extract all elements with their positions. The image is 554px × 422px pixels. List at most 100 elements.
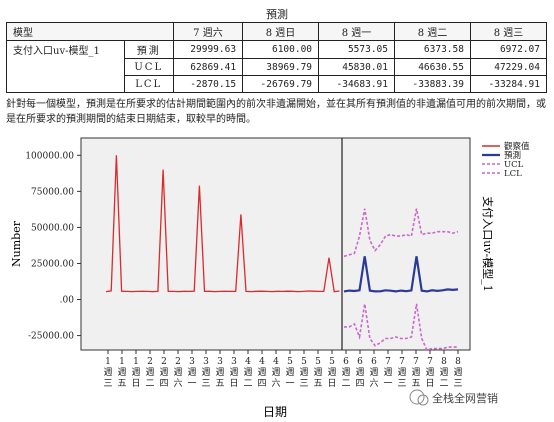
x-tick-label: 2 <box>161 357 167 367</box>
x-tick-label: 週 <box>271 367 280 378</box>
ucl-series-line <box>343 208 459 258</box>
stat-cell: UCL <box>123 58 174 76</box>
x-tick-label: 2 <box>147 357 153 367</box>
watermark-text: 全栈全网营销 <box>432 391 498 405</box>
x-tick-label: 三 <box>397 379 406 389</box>
value-cell: -26769.79 <box>242 75 320 93</box>
x-tick-label: 週 <box>341 367 350 378</box>
x-tick-label: 日 <box>229 378 238 389</box>
x-tick-label: 1 <box>133 357 139 367</box>
x-tick-label: 二 <box>341 379 350 389</box>
x-tick-label: 二 <box>439 379 448 389</box>
x-tick-label: 一 <box>187 379 196 389</box>
plot-area <box>80 137 471 351</box>
model-header: 模型 <box>6 22 174 41</box>
value-cell: 62869.41 <box>172 58 244 76</box>
x-tick-label: 四 <box>257 379 266 389</box>
x-tick-label: 週 <box>355 367 364 378</box>
x-tick-label: 五 <box>215 379 224 389</box>
y-tick-label: 75000.00 <box>31 187 74 197</box>
x-tick-label: 4 <box>273 357 279 367</box>
legend-label: 觀察值 <box>504 141 530 152</box>
x-tick-label: 1 <box>119 357 125 367</box>
x-tick-label: 週 <box>439 367 448 378</box>
x-tick-label: 週 <box>313 367 322 378</box>
y-tick-label: .00 <box>60 296 75 306</box>
footnote: 針對每一個模型，預測是在所要求的估計期間範圍內的前次非遺漏開始，並在其所有預測值… <box>6 99 546 125</box>
value-cell: -33284.91 <box>469 75 548 93</box>
model-name-cell: 支付入口uv-模型_1 <box>6 40 125 93</box>
x-tick-label: 日 <box>131 378 140 389</box>
x-tick-label: 週 <box>397 367 406 378</box>
x-tick-label: 週 <box>187 367 196 378</box>
period-header: 8 週二 <box>393 22 471 41</box>
value-cell: -2870.15 <box>172 75 244 93</box>
forecast-series-line <box>343 256 459 293</box>
y-axis-label: Number <box>10 220 23 267</box>
x-tick-label: 週 <box>327 367 336 378</box>
x-tick-label: 五 <box>411 379 420 389</box>
x-tick-label: 二 <box>145 379 154 389</box>
period-header: 8 週日 <box>242 22 320 41</box>
y-tick-label: 100000.00 <box>25 151 74 161</box>
legend-label: 預測 <box>504 150 521 161</box>
period-header: 8 週一 <box>318 22 395 41</box>
x-tick-label: 五 <box>313 379 322 389</box>
forecast-table: 模型 7 週六 8 週日 8 週一 8 週二 8 週三 支付入口uv-模型_1 … <box>6 22 548 93</box>
observed-series-line <box>105 155 340 293</box>
value-cell: 46630.55 <box>393 58 471 76</box>
table-caption: 預測 <box>266 8 288 21</box>
lcl-series-line <box>344 303 458 351</box>
x-tick-label: 週 <box>285 367 294 378</box>
table-header-row: 模型 7 週六 8 週日 8 週一 8 週二 8 週三 <box>6 22 548 41</box>
x-tick-label: 三 <box>299 379 308 389</box>
period-header: 8 週三 <box>469 22 548 41</box>
x-tick-label: 5 <box>301 357 307 367</box>
watermark: 全栈全网营销 <box>409 389 498 406</box>
x-tick-label: 週 <box>215 367 224 378</box>
x-tick-label: 週 <box>411 367 420 378</box>
x-tick-label: 4 <box>245 357 251 367</box>
right-axis-label: 支付入口uv-模型_1 <box>481 196 495 292</box>
table-row: 支付入口uv-模型_1 預測 29999.63 6100.00 5573.05 … <box>6 40 548 93</box>
x-axis-label: 日期 <box>263 405 287 419</box>
x-tick-label: 5 <box>287 357 293 367</box>
x-tick-label: 週 <box>369 367 378 378</box>
x-tick-label: 5 <box>329 357 335 367</box>
y-tick-label: -25000.00 <box>28 332 74 342</box>
x-tick-label: 週 <box>257 367 266 378</box>
y-tick-label: 25000.00 <box>31 259 74 269</box>
x-tick-label: 週 <box>159 367 168 378</box>
x-tick-label: 週 <box>299 367 308 378</box>
x-tick-label: 週 <box>425 367 434 378</box>
x-tick-label: 週 <box>383 367 392 378</box>
x-tick-label: 3 <box>217 357 223 367</box>
x-tick-label: 8 <box>441 357 447 367</box>
x-tick-label: 7 <box>385 357 391 367</box>
x-tick-label: 日 <box>327 378 336 389</box>
x-tick-label: 4 <box>259 357 265 367</box>
y-tick-label: 50000.00 <box>31 223 74 233</box>
x-tick-label: 6 <box>357 357 363 367</box>
x-tick-label: 3 <box>189 357 195 367</box>
x-tick-label: 7 <box>399 357 405 367</box>
stat-cell: LCL <box>123 75 174 93</box>
x-tick-label: 6 <box>343 357 349 367</box>
x-tick-label: 週 <box>145 367 154 378</box>
value-cell: 6100.00 <box>242 40 320 59</box>
value-cell: -33883.39 <box>393 75 471 93</box>
value-cell: 5573.05 <box>318 40 395 59</box>
x-tick-label: 週 <box>131 367 140 378</box>
x-tick-label: 7 <box>413 357 419 367</box>
x-tick-label: 四 <box>355 379 364 389</box>
value-cell: 47229.04 <box>469 58 548 76</box>
x-tick-label: 8 <box>455 357 461 367</box>
value-cell: 6373.58 <box>393 40 471 59</box>
x-tick-label: 四 <box>159 379 168 389</box>
x-tick-label: 週 <box>103 367 112 378</box>
x-tick-label: 日 <box>425 378 434 389</box>
stat-cell: 預測 <box>123 40 174 59</box>
x-tick-label: 3 <box>203 357 209 367</box>
x-tick-label: 三 <box>453 379 462 389</box>
x-tick-label: 一 <box>383 379 392 389</box>
